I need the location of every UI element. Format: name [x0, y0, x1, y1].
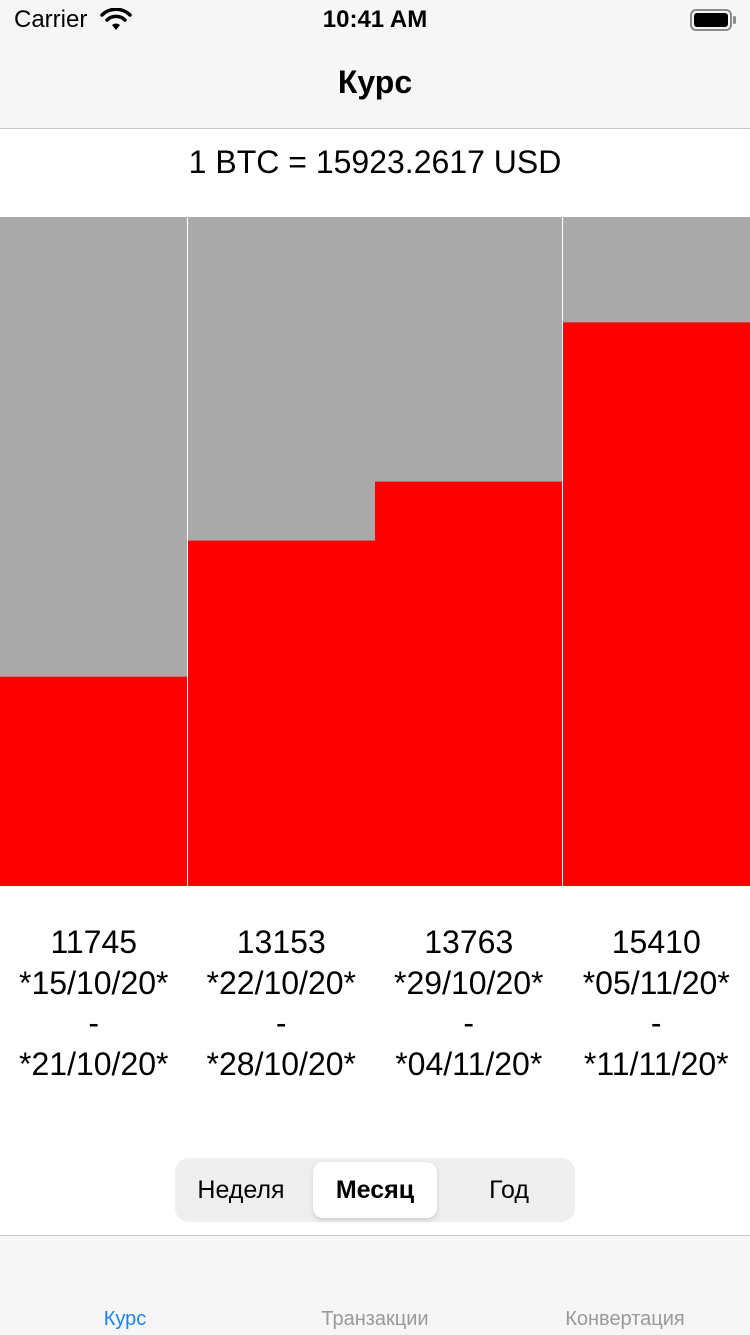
tab-item[interactable]: Транзакции [250, 1308, 500, 1331]
bar-label-start: *29/10/20* [375, 963, 563, 1004]
bar-label-start: *15/10/20* [0, 963, 188, 1004]
bar-label-sep: - [563, 1003, 750, 1044]
chart-bar [563, 322, 750, 886]
bar-label: 11745*15/10/20*-*21/10/20* [0, 922, 188, 1084]
bar-label-end: *11/11/20* [563, 1044, 750, 1085]
chart-bar [0, 677, 188, 886]
navigation-bar: Курс [0, 40, 750, 129]
rate-chart [0, 217, 750, 886]
status-time: 10:41 AM [0, 6, 750, 34]
bar-label-value: 11745 [0, 922, 188, 963]
column-divider [187, 217, 188, 886]
bar-label: 15410*05/11/20*-*11/11/20* [563, 922, 750, 1084]
bar-label-value: 13763 [375, 922, 563, 963]
bar-label-end: *28/10/20* [188, 1044, 376, 1085]
chart-bar [188, 541, 376, 886]
bar-label-sep: - [0, 1003, 188, 1044]
status-bar: Carrier 10:41 AM [0, 0, 750, 40]
segment-option[interactable]: Месяц [313, 1162, 437, 1218]
bar-label-sep: - [188, 1003, 376, 1044]
bar-label-end: *21/10/20* [0, 1044, 188, 1085]
column-divider [562, 217, 563, 886]
tab-item[interactable]: Курс [0, 1308, 250, 1331]
bar-label: 13763*29/10/20*-*04/11/20* [375, 922, 563, 1084]
bar-labels: 11745*15/10/20*-*21/10/20*13153*22/10/20… [0, 922, 750, 1102]
bar-label-value: 13153 [188, 922, 376, 963]
bar-label-end: *04/11/20* [375, 1044, 563, 1085]
bar-label: 13153*22/10/20*-*28/10/20* [188, 922, 376, 1084]
page-title: Курс [0, 64, 750, 101]
segment-option[interactable]: Неделя [179, 1162, 303, 1218]
bar-label-value: 15410 [563, 922, 750, 963]
chart-bar [375, 482, 563, 886]
bar-label-sep: - [375, 1003, 563, 1044]
bar-label-start: *22/10/20* [188, 963, 376, 1004]
battery-icon [690, 8, 738, 32]
segment-option[interactable]: Год [447, 1162, 571, 1218]
exchange-rate-label: 1 BTC = 15923.2617 USD [0, 144, 750, 181]
bar-label-start: *05/11/20* [563, 963, 750, 1004]
tab-item[interactable]: Конвертация [500, 1308, 750, 1331]
